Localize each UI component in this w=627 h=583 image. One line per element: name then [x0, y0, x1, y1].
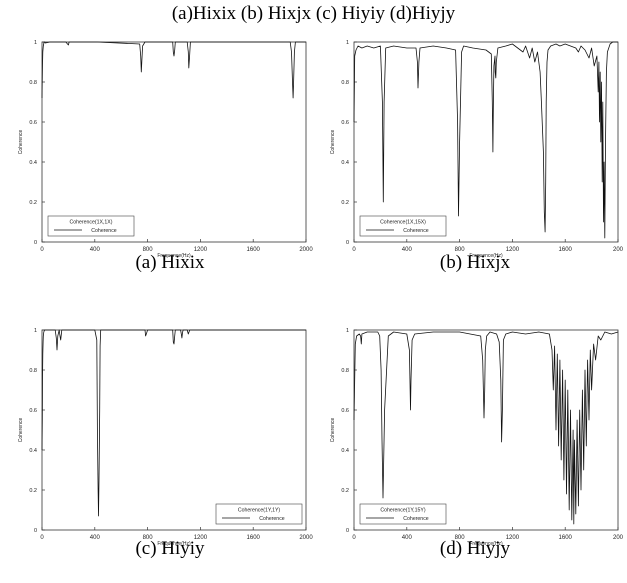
y-tick-label: 0.8 — [29, 368, 37, 374]
y-axis-label: Coherence — [18, 130, 24, 155]
y-tick-label: 0.4 — [341, 448, 349, 454]
y-tick-label: 0.8 — [341, 368, 349, 374]
legend: Coherence(1Y,1Y) Coherence — [215, 503, 303, 525]
x-tick-label: 800 — [143, 535, 154, 541]
x-tick-label: 0 — [352, 535, 356, 541]
x-axis-label: Frequence(Hz) — [469, 253, 503, 259]
legend-box — [359, 503, 447, 525]
chart-panel-b: 0 0.2 0.4 0.6 0.8 1 0 400 800 1200 1600 200 Frequenc… — [322, 30, 624, 259]
legend: Coherence(1Y,15Y) Coherence — [359, 503, 447, 525]
coherence-series-line — [353, 41, 618, 239]
y-tick-label: 0 — [34, 240, 37, 246]
x-tick-label: 1200 — [194, 247, 208, 253]
x-tick-label: 2000 — [299, 247, 313, 253]
plot-frame — [353, 41, 619, 243]
y-tick-label: 0.2 — [341, 488, 349, 494]
figure-title: (a)Hixix (b) Hixjx (c) Hiyiy (d)Hiyjy — [171, 3, 456, 24]
chart-caption-b: (b) Hixjx — [439, 252, 511, 273]
x-tick-label: 0 — [352, 247, 356, 253]
chart-panel-a: 0 0.2 0.4 0.6 0.8 1 0 400 800 1200 1600 2000 Frequen… — [10, 30, 313, 259]
y-tick-label: 1 — [34, 328, 37, 334]
legend: Coherence(1X,1X) Coherence — [47, 215, 135, 237]
y-tick-label: 0 — [346, 240, 349, 246]
x-axis-label: Frequence(Hz) — [469, 541, 503, 547]
legend-title: Coherence(1X,1X) — [70, 220, 113, 226]
y-tick-label: 0.6 — [29, 120, 37, 126]
x-tick-label: 1600 — [559, 535, 573, 541]
y-tick-label: 0 — [346, 528, 349, 534]
chart-caption-c: (c) Hiyiy — [135, 538, 205, 559]
x-axis-label: Frequence(Hz) — [157, 253, 191, 259]
x-tick-label: 1200 — [506, 247, 520, 253]
y-tick-label: 0.6 — [29, 408, 37, 414]
chart-panel-c: 0 0.2 0.4 0.6 0.8 1 0 400 800 1200 1600 2000 Frequen… — [10, 318, 313, 547]
legend: Coherence(1X,15X) Coherence — [359, 215, 447, 237]
y-tick-label: 0.6 — [341, 408, 349, 414]
legend-entry: Coherence — [91, 228, 116, 234]
y-tick-label: 1 — [346, 328, 349, 334]
y-axis-label: Coherence — [18, 418, 24, 443]
legend-box — [359, 215, 447, 237]
y-tick-label: 0.8 — [341, 80, 349, 86]
x-tick-label: 200 — [613, 535, 624, 541]
y-tick-label: 0.4 — [341, 160, 349, 166]
x-tick-label: 0 — [40, 247, 44, 253]
x-tick-label: 200 — [613, 247, 624, 253]
chart-svg-b: 0 0.2 0.4 0.6 0.8 1 0 400 800 1200 1600 200 Frequenc… — [330, 40, 624, 259]
chart-panel-d: 0 0.2 0.4 0.6 0.8 1 0 400 800 1200 1600 200 Frequenc… — [322, 318, 624, 547]
x-tick-label: 800 — [143, 247, 154, 253]
y-tick-label: 0.8 — [29, 80, 37, 86]
x-tick-label: 2000 — [299, 535, 313, 541]
coherence-series-line — [41, 41, 306, 99]
y-tick-label: 0.4 — [29, 448, 37, 454]
y-axis-label: Coherence — [330, 130, 336, 155]
chart-caption-d: (d) Hiyjy — [439, 538, 511, 559]
y-tick-label: 0.6 — [341, 120, 349, 126]
x-tick-label: 800 — [455, 535, 466, 541]
coherence-series-line — [353, 331, 619, 525]
x-tick-label: 400 — [90, 247, 101, 253]
legend-entry: Coherence — [403, 516, 428, 522]
chart-svg-c: 0 0.2 0.4 0.6 0.8 1 0 400 800 1200 1600 2000 Frequen… — [18, 328, 313, 547]
y-tick-label: 0 — [34, 528, 37, 534]
x-tick-label: 1600 — [247, 247, 261, 253]
legend-title: Coherence(1X,15X) — [380, 220, 426, 226]
legend-box — [215, 503, 303, 525]
legend-box — [47, 215, 135, 237]
legend-entry: Coherence — [259, 516, 284, 522]
chart-caption-a: (a) Hixix — [135, 252, 205, 273]
x-tick-label: 400 — [402, 247, 413, 253]
x-tick-label: 1200 — [506, 535, 520, 541]
x-tick-label: 400 — [402, 535, 413, 541]
legend-title: Coherence(1Y,15Y) — [380, 508, 425, 514]
x-tick-label: 1200 — [194, 535, 208, 541]
y-tick-label: 1 — [346, 40, 349, 46]
y-tick-label: 0.4 — [29, 160, 37, 166]
y-tick-label: 0.2 — [29, 488, 37, 494]
chart-svg-a: 0 0.2 0.4 0.6 0.8 1 0 400 800 1200 1600 2000 Frequen… — [18, 40, 313, 259]
chart-svg-d: 0 0.2 0.4 0.6 0.8 1 0 400 800 1200 1600 200 Frequenc… — [330, 328, 624, 547]
x-tick-label: 1600 — [559, 247, 573, 253]
plot-frame — [41, 41, 307, 243]
plot-frame — [41, 329, 307, 531]
y-tick-label: 0.2 — [29, 200, 37, 206]
legend-entry: Coherence — [403, 228, 428, 234]
y-axis-label: Coherence — [330, 418, 336, 443]
coherence-series-line — [41, 329, 306, 517]
x-tick-label: 0 — [40, 535, 44, 541]
x-tick-label: 1600 — [247, 535, 261, 541]
y-tick-label: 1 — [34, 40, 37, 46]
x-tick-label: 800 — [455, 247, 466, 253]
x-tick-label: 400 — [90, 535, 101, 541]
x-axis-label: Frequence(Hz) — [157, 541, 191, 547]
legend-title: Coherence(1Y,1Y) — [238, 508, 281, 514]
y-tick-label: 0.2 — [341, 200, 349, 206]
